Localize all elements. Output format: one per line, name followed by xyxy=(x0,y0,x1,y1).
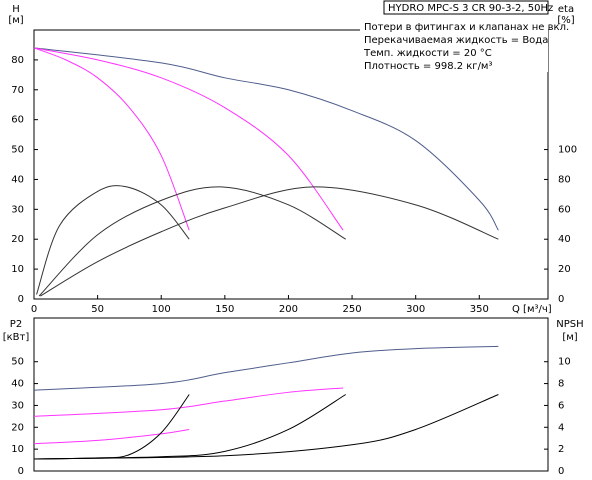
y2-axis-unit: [%] xyxy=(557,15,574,26)
x-tick-label: 300 xyxy=(406,304,425,315)
plot-frame xyxy=(33,29,549,300)
info-box xyxy=(360,0,548,72)
curve xyxy=(33,47,190,231)
annotation: Перекачиваемая жидкость = Вода xyxy=(364,35,548,46)
y2-tick-label: 0 xyxy=(558,294,564,305)
y-tick-label: 20 xyxy=(11,234,24,245)
x-tick-label: 50 xyxy=(91,304,104,315)
y-tick-label: 50 xyxy=(11,357,24,368)
y-tick-label: 10 xyxy=(11,444,24,455)
y-tick-label: 50 xyxy=(11,145,24,156)
y-tick-label: 30 xyxy=(11,400,24,411)
x-tick-label: 100 xyxy=(152,304,171,315)
y2-tick-label: 40 xyxy=(558,234,571,245)
curve xyxy=(33,345,499,391)
y-axis-label: P2 xyxy=(10,319,22,330)
y-tick-label: 80 xyxy=(11,55,24,66)
x-tick-label: 350 xyxy=(470,304,489,315)
y-tick-label: 0 xyxy=(18,294,24,305)
curve xyxy=(33,47,499,231)
curve xyxy=(33,394,499,460)
x-tick-label: 150 xyxy=(215,304,234,315)
y-tick-label: 70 xyxy=(11,85,24,96)
y-tick-label: 10 xyxy=(11,264,24,275)
y2-tick-label: 20 xyxy=(558,264,571,275)
x-tick-label: 250 xyxy=(343,304,362,315)
y2-axis-label: eta xyxy=(558,4,574,15)
annotation: Темп. жидкости = 20 °C xyxy=(363,48,492,59)
curve xyxy=(36,185,190,295)
plot-frame xyxy=(33,317,549,472)
curve xyxy=(33,394,346,460)
curve xyxy=(33,428,190,445)
y-tick-label: 30 xyxy=(11,204,24,215)
curve xyxy=(40,186,499,297)
chart-title: HYDRO MPC-S 3 CR 90-3-2, 50Hz xyxy=(388,3,553,14)
y2-tick-label: 8 xyxy=(558,379,564,390)
y2-tick-label: 80 xyxy=(558,174,571,185)
x-axis-label: Q [м³/ч] xyxy=(512,304,552,315)
y-axis-unit: [м] xyxy=(8,15,23,26)
y2-tick-label: 2 xyxy=(558,444,564,455)
x-tick-label: 200 xyxy=(279,304,298,315)
y-axis-unit: [кВт] xyxy=(3,332,30,343)
y-tick-label: 0 xyxy=(18,466,24,477)
curve xyxy=(33,387,344,417)
y-axis-label: H xyxy=(12,4,20,15)
y2-tick-label: 10 xyxy=(558,357,571,368)
title-box xyxy=(383,0,549,15)
y2-tick-label: 60 xyxy=(558,204,571,215)
annotation: Потери в фитингах и клапанах не вкл. xyxy=(364,22,569,33)
y-tick-label: 60 xyxy=(11,115,24,126)
y-tick-label: 40 xyxy=(11,174,24,185)
curve xyxy=(38,186,346,297)
x-tick-label: 0 xyxy=(31,304,37,315)
curve xyxy=(33,394,190,460)
y2-tick-label: 6 xyxy=(558,400,564,411)
y2-tick-label: 4 xyxy=(558,422,564,433)
y2-axis-unit: [м] xyxy=(562,332,577,343)
y2-axis-label: NPSH xyxy=(556,319,583,330)
annotation: Плотность = 998.2 кг/м³ xyxy=(364,61,493,72)
y2-tick-label: 100 xyxy=(558,145,577,156)
y-tick-label: 40 xyxy=(11,379,24,390)
curve xyxy=(33,47,344,231)
y2-tick-label: 0 xyxy=(558,466,564,477)
y-tick-label: 20 xyxy=(11,422,24,433)
